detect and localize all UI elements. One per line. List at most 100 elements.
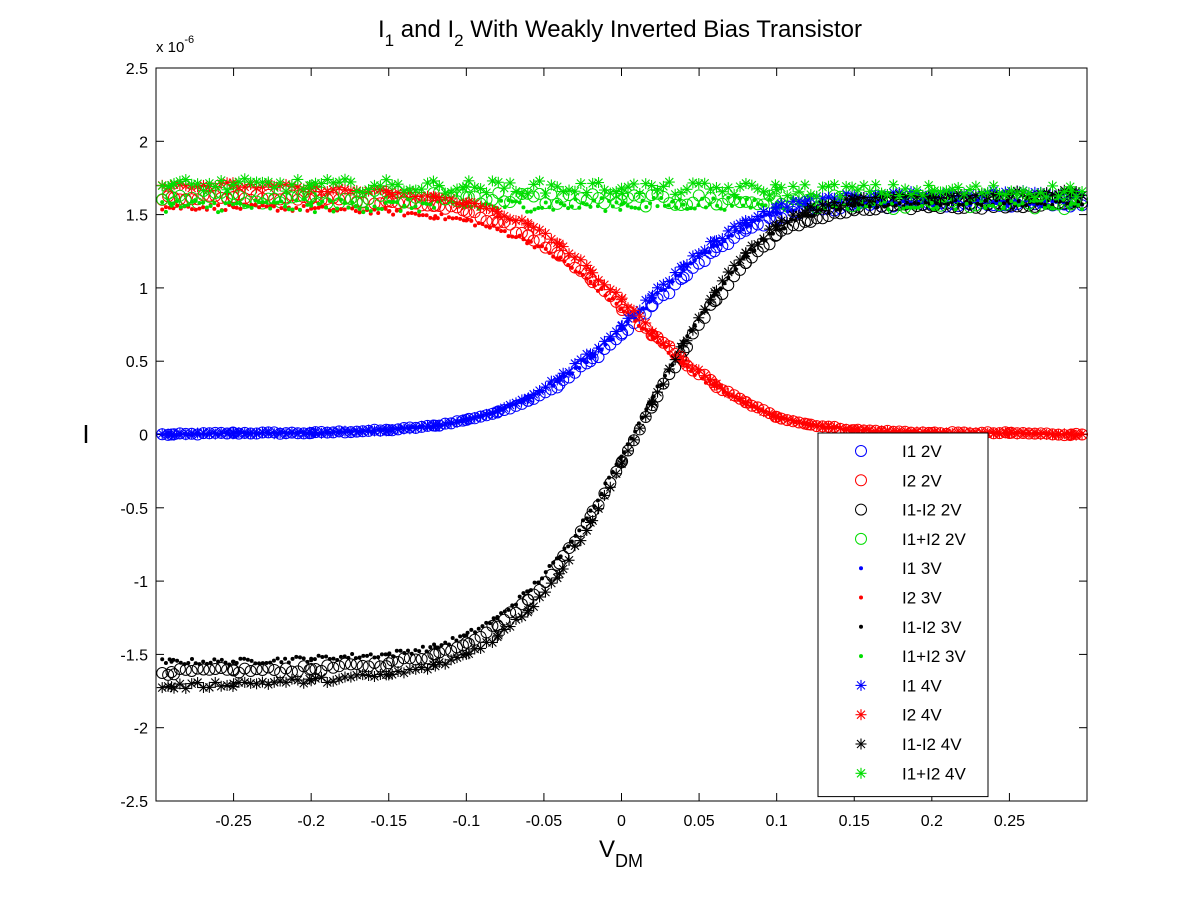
data-point bbox=[770, 231, 775, 236]
data-point bbox=[351, 186, 363, 198]
data-point bbox=[1050, 205, 1055, 210]
data-point bbox=[335, 657, 340, 662]
data-point bbox=[636, 323, 641, 328]
data-point bbox=[646, 291, 658, 303]
data-point bbox=[502, 609, 507, 614]
legend-label: I1-I2 2V bbox=[902, 501, 962, 520]
data-point bbox=[216, 210, 221, 215]
legend-item: I1-I2 2V bbox=[855, 501, 962, 520]
x-tick-label: 0.1 bbox=[766, 813, 788, 830]
data-point bbox=[551, 207, 556, 212]
data-point bbox=[223, 201, 228, 206]
legend-box bbox=[817, 432, 989, 798]
data-point bbox=[687, 324, 699, 336]
data-point bbox=[286, 660, 291, 665]
data-point bbox=[625, 442, 630, 447]
data-point bbox=[771, 184, 783, 196]
legend-marker bbox=[855, 679, 867, 691]
data-point bbox=[257, 205, 262, 210]
data-point bbox=[185, 665, 198, 678]
data-point bbox=[603, 481, 608, 486]
data-point bbox=[1003, 427, 1015, 439]
data-point bbox=[422, 663, 434, 675]
data-point bbox=[410, 184, 422, 196]
data-point bbox=[970, 180, 982, 192]
legend-label: I1-I2 4V bbox=[902, 735, 962, 754]
data-point bbox=[156, 667, 169, 680]
data-point bbox=[532, 207, 537, 212]
data-point bbox=[752, 210, 764, 222]
data-point bbox=[536, 244, 541, 249]
data-point bbox=[495, 615, 500, 620]
data-point bbox=[958, 188, 970, 200]
data-point bbox=[700, 196, 705, 201]
data-point bbox=[729, 203, 734, 208]
data-point bbox=[409, 206, 414, 211]
data-point bbox=[386, 209, 391, 214]
data-point bbox=[219, 208, 224, 213]
data-point bbox=[603, 209, 608, 214]
data-point bbox=[517, 200, 522, 205]
data-point bbox=[249, 658, 254, 663]
data-point bbox=[353, 208, 358, 213]
data-point bbox=[166, 681, 178, 693]
data-point bbox=[182, 204, 187, 209]
data-point bbox=[558, 201, 563, 206]
x-tick-label: -0.25 bbox=[215, 813, 252, 830]
data-point bbox=[283, 656, 288, 661]
data-point bbox=[392, 665, 404, 677]
data-point bbox=[534, 175, 546, 187]
data-point bbox=[1020, 201, 1025, 206]
data-point bbox=[931, 206, 936, 211]
data-point bbox=[598, 197, 611, 210]
data-point bbox=[752, 402, 764, 414]
data-point bbox=[506, 607, 511, 612]
data-point bbox=[692, 189, 705, 202]
data-point bbox=[938, 203, 943, 208]
data-point bbox=[223, 660, 228, 665]
data-point bbox=[309, 206, 314, 211]
data-point bbox=[758, 186, 770, 198]
data-point bbox=[1080, 202, 1085, 207]
data-point bbox=[793, 186, 805, 198]
data-point bbox=[1029, 191, 1041, 203]
data-point bbox=[516, 188, 528, 200]
data-point bbox=[417, 209, 422, 214]
data-point bbox=[610, 468, 622, 480]
data-point bbox=[394, 200, 399, 205]
data-point bbox=[699, 244, 711, 256]
data-point bbox=[604, 481, 616, 493]
data-point bbox=[504, 213, 516, 225]
data-point bbox=[782, 226, 787, 231]
data-point bbox=[353, 656, 358, 661]
data-point bbox=[905, 189, 917, 201]
data-point bbox=[722, 182, 734, 194]
data-point bbox=[510, 603, 515, 608]
data-point bbox=[428, 645, 433, 650]
data-point bbox=[372, 655, 377, 660]
data-point bbox=[394, 648, 399, 653]
series-i1-i2-3v bbox=[160, 194, 1085, 215]
data-point bbox=[1016, 203, 1021, 208]
data-point bbox=[215, 661, 228, 674]
data-point bbox=[429, 420, 441, 432]
data-point bbox=[439, 658, 451, 670]
data-point bbox=[297, 660, 310, 673]
data-point bbox=[454, 638, 459, 643]
data-point bbox=[271, 658, 276, 663]
data-point bbox=[628, 178, 640, 190]
data-point bbox=[165, 665, 178, 678]
data-point bbox=[726, 275, 731, 280]
data-point bbox=[577, 270, 582, 275]
data-point bbox=[728, 391, 740, 403]
data-point bbox=[379, 207, 384, 212]
data-point bbox=[294, 654, 299, 659]
data-point bbox=[964, 184, 976, 196]
data-point bbox=[361, 210, 366, 215]
y-tick-label: 0 bbox=[139, 428, 148, 445]
data-point bbox=[1065, 201, 1070, 206]
data-point bbox=[409, 210, 414, 215]
data-point bbox=[569, 358, 581, 370]
x-axis-label: VDM bbox=[599, 836, 643, 871]
